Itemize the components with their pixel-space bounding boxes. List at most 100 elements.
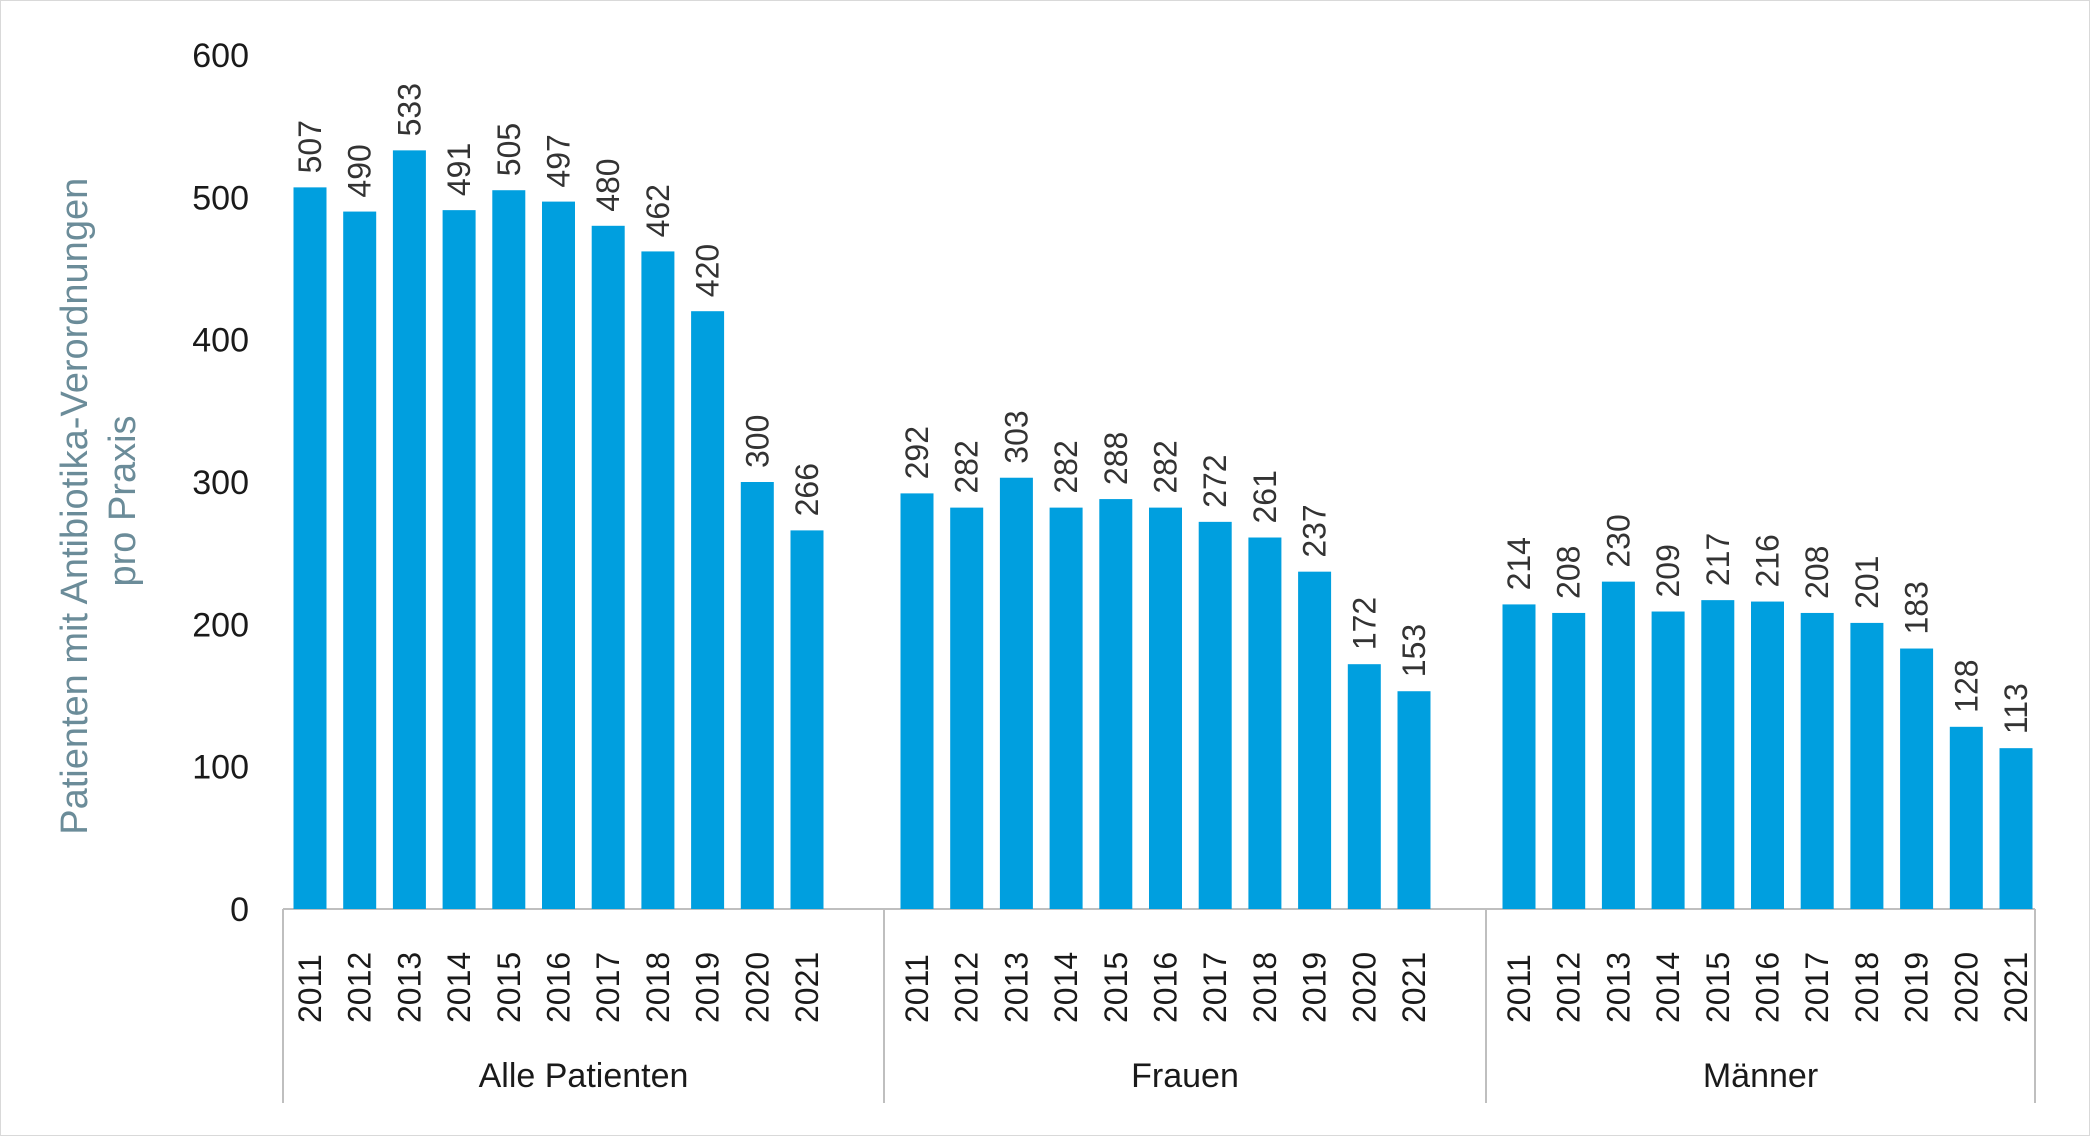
x-tick-label: 2011 xyxy=(899,954,935,1023)
y-tick-label: 300 xyxy=(192,464,249,502)
x-tick-label: 2020 xyxy=(1948,952,1984,1023)
bar-value-label: 208 xyxy=(1799,546,1835,599)
bar xyxy=(1850,622,1884,909)
x-tick-label: 2016 xyxy=(541,952,577,1023)
x-tick-label: 2020 xyxy=(1346,952,1382,1023)
x-tick-label: 2013 xyxy=(391,952,427,1023)
x-tick-label: 2018 xyxy=(1247,952,1283,1023)
bar-value-label: 272 xyxy=(1197,454,1233,507)
bar-value-label: 209 xyxy=(1650,544,1686,597)
labels-layer: 0100200300400500600507201149020125332013… xyxy=(192,37,2034,1095)
bars-layer xyxy=(293,150,2033,910)
x-tick-label: 2013 xyxy=(1600,952,1636,1023)
bar xyxy=(691,311,725,909)
x-tick-label: 2015 xyxy=(1098,952,1134,1023)
bar xyxy=(900,493,934,909)
bar xyxy=(1298,571,1332,909)
x-tick-label: 2018 xyxy=(1849,952,1885,1023)
bar-value-label: 172 xyxy=(1346,597,1382,650)
x-tick-label: 2012 xyxy=(1551,952,1587,1023)
bar xyxy=(1149,507,1182,909)
bar xyxy=(492,190,526,909)
bar-value-label: 237 xyxy=(1297,504,1333,557)
bar xyxy=(1601,581,1635,909)
bar xyxy=(1800,612,1834,909)
bar xyxy=(392,150,426,909)
y-tick-label: 600 xyxy=(192,37,249,75)
bar xyxy=(950,507,984,909)
bar-value-label: 217 xyxy=(1700,533,1736,586)
x-tick-label: 2014 xyxy=(1650,952,1686,1023)
bar-value-label: 183 xyxy=(1899,581,1935,634)
x-tick-label: 2021 xyxy=(789,952,825,1023)
group-label: Männer xyxy=(1703,1057,1818,1095)
x-tick-label: 2020 xyxy=(739,952,775,1023)
x-tick-label: 2012 xyxy=(342,952,378,1023)
y-axis-title: Patienten mit Antibiotika-Verordnungen p… xyxy=(54,167,144,835)
bar xyxy=(1751,601,1784,909)
x-tick-label: 2015 xyxy=(491,952,527,1023)
group-label: Alle Patienten xyxy=(479,1057,689,1095)
x-tick-label: 2011 xyxy=(292,954,328,1023)
x-tick-label: 2017 xyxy=(1197,952,1233,1023)
y-tick-label: 400 xyxy=(192,322,249,360)
y-tick-label: 100 xyxy=(192,749,249,787)
y-axis-title-line-1: Patienten mit Antibiotika-Verordnungen xyxy=(54,178,96,835)
bar xyxy=(999,477,1033,909)
bar-value-label: 300 xyxy=(739,415,775,468)
bar xyxy=(740,482,774,909)
x-tick-label: 2014 xyxy=(1048,952,1084,1023)
x-tick-label: 2018 xyxy=(640,952,676,1023)
bar-value-label: 505 xyxy=(491,123,527,176)
bar-value-label: 497 xyxy=(541,134,577,187)
bar xyxy=(1552,612,1586,909)
bar-value-label: 230 xyxy=(1600,514,1636,567)
bar xyxy=(442,210,476,910)
x-tick-label: 2021 xyxy=(1998,952,2034,1023)
bar-value-label: 491 xyxy=(441,143,477,196)
x-tick-label: 2014 xyxy=(441,952,477,1023)
bar xyxy=(293,187,327,909)
bar-value-label: 261 xyxy=(1247,470,1283,523)
bar xyxy=(790,530,824,909)
x-tick-label: 2011 xyxy=(1501,954,1537,1023)
bar-value-label: 113 xyxy=(1998,683,2034,734)
bar-value-label: 420 xyxy=(690,244,726,297)
bar-value-label: 480 xyxy=(590,158,626,211)
y-tick-label: 500 xyxy=(192,179,249,217)
bar xyxy=(1701,600,1735,909)
bar xyxy=(1651,611,1685,909)
bar-value-label: 282 xyxy=(949,440,985,493)
bar-value-label: 288 xyxy=(1098,432,1134,485)
bar-value-label: 201 xyxy=(1849,556,1885,609)
bar-value-label: 292 xyxy=(899,426,935,479)
bar xyxy=(1949,726,1983,909)
bar-value-label: 282 xyxy=(1048,440,1084,493)
bar xyxy=(343,211,377,910)
bar-value-label: 208 xyxy=(1551,546,1587,599)
x-tick-label: 2021 xyxy=(1396,952,1432,1023)
bar xyxy=(591,225,625,910)
bar-value-label: 266 xyxy=(789,463,825,516)
bar-value-label: 533 xyxy=(391,83,427,136)
bar-value-label: 490 xyxy=(342,144,378,197)
y-tick-label: 200 xyxy=(192,606,249,644)
x-tick-label: 2017 xyxy=(590,952,626,1023)
x-tick-label: 2019 xyxy=(690,952,726,1023)
x-tick-label: 2017 xyxy=(1799,952,1835,1023)
group-label: Frauen xyxy=(1131,1057,1239,1095)
x-tick-label: 2016 xyxy=(1148,952,1184,1023)
bar xyxy=(641,251,675,910)
bar-value-label: 507 xyxy=(292,120,328,173)
bar-value-label: 282 xyxy=(1148,440,1184,493)
y-axis-title-line-2: pro Praxis xyxy=(102,415,144,586)
bar xyxy=(1049,507,1083,909)
bar-value-label: 214 xyxy=(1501,537,1537,590)
x-tick-label: 2019 xyxy=(1899,952,1935,1023)
bar xyxy=(1099,499,1133,909)
bar xyxy=(542,201,575,909)
bar xyxy=(1999,748,2033,909)
bar-value-label: 128 xyxy=(1948,659,1984,712)
bar xyxy=(1397,691,1431,909)
